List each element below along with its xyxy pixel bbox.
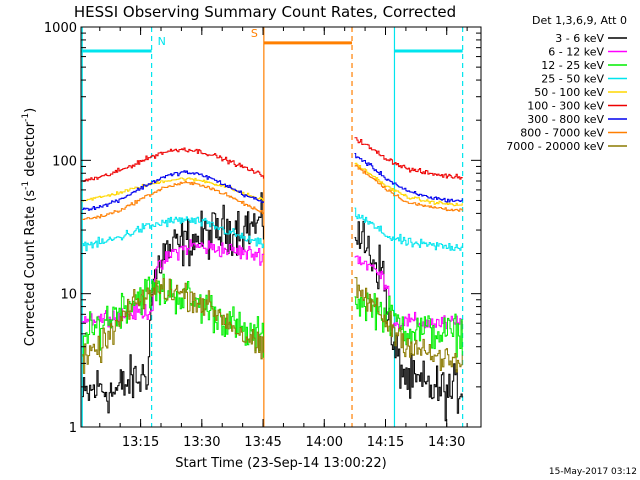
y-axis-label: Corrected Count Rate (s-1 detector-1)	[21, 108, 38, 346]
flag-N-label: N	[158, 35, 166, 48]
legend-title: Det 1,3,6,9, Att 0	[532, 14, 627, 27]
series-line-9-segment-1	[82, 278, 264, 374]
y-tick-label-2: 10	[60, 288, 77, 303]
x-tick-label-1: 13:15	[122, 435, 159, 450]
series-line-8-segment-2	[354, 164, 463, 212]
x-tick-label-6: 14:30	[428, 435, 465, 450]
y-tick-label-4: 1000	[44, 21, 77, 36]
y-axis-label-part-1: Corrected Count Rate (s	[23, 190, 38, 347]
x-tick-label-5: 14:15	[367, 435, 404, 450]
plot-area	[81, 27, 464, 427]
series-line-2-segment-1	[82, 239, 264, 329]
flag-layer: NS	[81, 27, 463, 53]
series-line-7-segment-1	[82, 170, 264, 211]
y-tick-label-3: 100	[52, 154, 77, 169]
series-line-8-segment-1	[82, 180, 264, 220]
x-tick-label-3: 13:45	[244, 435, 281, 450]
y-axis-label-part-5: )	[23, 108, 38, 113]
series-line-9-segment-2	[354, 277, 463, 373]
series-line-7-segment-2	[354, 153, 463, 203]
series-line-5-segment-1	[82, 177, 264, 202]
y-axis-label-part-4: -1	[21, 113, 31, 122]
legend-label-2: 6 - 12 keV	[548, 46, 604, 59]
legend-label-1: 3 - 6 keV	[555, 32, 604, 45]
x-tick-label-2: 13:30	[183, 435, 220, 450]
x-tick-label-4: 14:00	[306, 435, 343, 450]
series-line-4-segment-2	[354, 207, 463, 251]
flag-S-label: S	[251, 27, 258, 40]
series-line-3-segment-1	[82, 273, 264, 358]
chart-title: HESSI Observing Summary Count Rates, Cor…	[74, 3, 456, 21]
series-line-4-segment-1	[82, 216, 264, 252]
series-line-3-segment-2	[354, 292, 463, 358]
plot-frame	[80, 26, 482, 428]
series-line-5-segment-2	[354, 162, 463, 207]
y-axis-label-part-3: detector	[23, 121, 38, 181]
series-line-6-segment-2	[354, 137, 463, 180]
y-tick-label-1: 1	[69, 421, 77, 436]
x-axis-label: Start Time (23-Sep-14 13:00:22)	[175, 456, 386, 471]
series-line-6-segment-1	[82, 147, 264, 182]
legend-label-7: 300 - 800 keV	[527, 113, 604, 126]
legend-label-5: 50 - 100 keV	[534, 86, 604, 99]
series-line-1-segment-1	[82, 192, 264, 414]
date-stamp: 15-May-2017 03:12	[549, 467, 637, 477]
legend-label-8: 800 - 7000 keV	[520, 127, 604, 140]
legend-label-3: 12 - 25 keV	[541, 59, 604, 72]
legend-label-6: 100 - 300 keV	[527, 100, 604, 113]
legend-label-4: 25 - 50 keV	[541, 73, 604, 86]
y-axis-label-part-2: -1	[21, 181, 31, 190]
legend-label-9: 7000 - 20000 keV	[506, 140, 604, 153]
series-line-2-segment-2	[354, 255, 463, 331]
axis-layer: 13:15 13:30 13:45 14:00 14:15 14:30 1 10 100 1000	[44, 21, 481, 450]
